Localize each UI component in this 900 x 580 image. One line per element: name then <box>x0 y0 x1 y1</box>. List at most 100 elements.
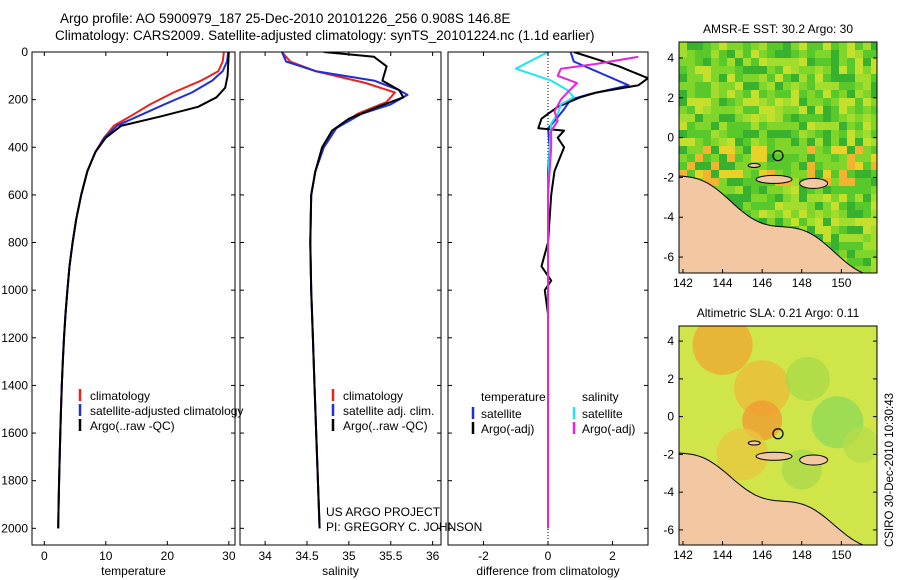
sst-cell <box>815 218 824 227</box>
series-line-satellite-adj-clim- <box>280 52 409 529</box>
sst-cell <box>863 258 872 267</box>
sst-cell <box>703 42 712 51</box>
sst-cell <box>791 122 800 131</box>
sst-cell <box>871 122 877 131</box>
sst-cell <box>735 162 744 171</box>
sst-cell <box>783 82 792 91</box>
x-tick-label: 34 <box>258 549 272 563</box>
sst-cell <box>703 162 712 171</box>
y-tick-label: -2 <box>663 447 674 461</box>
y-tick-label: 4 <box>667 51 674 65</box>
sst-cell <box>711 114 720 123</box>
sst-cell <box>759 146 768 155</box>
sst-cell <box>823 234 832 243</box>
sst-cell <box>871 106 877 115</box>
sst-cell <box>855 202 864 211</box>
sst-cell <box>687 130 696 139</box>
series-line-argo-adj--salinity <box>547 55 639 529</box>
sst-cell <box>759 186 768 195</box>
sst-cell <box>831 122 840 131</box>
sst-cell <box>831 90 840 99</box>
sst-cell <box>839 50 848 59</box>
sst-cell <box>863 74 872 83</box>
sst-cell <box>823 82 832 91</box>
sst-cell <box>863 50 872 59</box>
sst-cell <box>839 82 848 91</box>
sst-cell <box>855 226 864 235</box>
sst-cell <box>807 74 816 83</box>
sst-cell <box>871 58 877 67</box>
sst-cell <box>703 170 712 179</box>
sst-cell <box>743 106 752 115</box>
x-axis-label: salinity <box>322 564 359 578</box>
sst-cell <box>791 114 800 123</box>
sst-cell <box>775 58 784 67</box>
sst-cell <box>759 106 768 115</box>
sst-cell <box>711 122 720 131</box>
series-line-satellite-adjusted-climatology <box>57 52 230 529</box>
sst-cell <box>679 42 688 51</box>
sst-cell <box>863 98 872 107</box>
sst-cell <box>815 50 824 59</box>
legend-label: Argo(..raw -QC) <box>343 419 428 433</box>
sst-cell <box>719 98 728 107</box>
sst-cell <box>735 122 744 131</box>
map-title: AMSR-E SST: 30.2 Argo: 30 <box>703 22 853 36</box>
x-tick-label: 148 <box>792 548 812 562</box>
series-line-satellite-temperature <box>547 52 630 529</box>
sst-cell <box>807 90 816 99</box>
sst-cell <box>863 170 872 179</box>
sst-cell <box>847 106 856 115</box>
y-tick-label: 2000 <box>1 521 28 535</box>
sst-cell <box>839 162 848 171</box>
sst-cell <box>807 58 816 67</box>
sst-cell <box>711 154 720 163</box>
sst-cell <box>791 202 800 211</box>
sst-cell <box>871 146 877 155</box>
sst-cell <box>807 50 816 59</box>
sst-cell <box>759 202 768 211</box>
sst-cell <box>719 42 728 51</box>
sst-cell <box>847 154 856 163</box>
sst-cell <box>847 250 856 259</box>
sst-cell <box>831 82 840 91</box>
sst-cell <box>807 66 816 75</box>
sst-cell <box>695 170 704 179</box>
sst-cell <box>735 194 744 203</box>
sst-cell <box>815 194 824 203</box>
sst-cell <box>751 138 760 147</box>
map-field <box>679 42 877 273</box>
sst-cell <box>719 58 728 67</box>
sst-cell <box>719 130 728 139</box>
sst-cell <box>863 58 872 67</box>
sst-cell <box>831 66 840 75</box>
sst-cell <box>703 114 712 123</box>
sst-cell <box>703 82 712 91</box>
sst-cell <box>799 74 808 83</box>
sst-cell <box>727 106 736 115</box>
sst-cell <box>783 50 792 59</box>
sst-cell <box>839 66 848 75</box>
sst-cell <box>783 170 792 179</box>
sst-cell <box>703 66 712 75</box>
sst-cell <box>775 90 784 99</box>
sst-cell <box>735 130 744 139</box>
sst-cell <box>695 66 704 75</box>
sst-cell <box>743 130 752 139</box>
sst-cell <box>679 130 688 139</box>
sst-cell <box>839 202 848 211</box>
sst-cell <box>831 178 840 187</box>
sst-cell <box>847 226 856 235</box>
sst-cell <box>815 106 824 115</box>
sst-cell <box>871 210 877 219</box>
sst-cell <box>863 218 872 227</box>
sst-cell <box>783 90 792 99</box>
sla-anomaly-blob <box>785 356 830 401</box>
sst-cell <box>727 162 736 171</box>
sst-cell <box>831 170 840 179</box>
sst-cell <box>871 162 877 171</box>
sst-cell <box>735 82 744 91</box>
x-tick-label: 0 <box>545 549 552 563</box>
sst-cell <box>743 90 752 99</box>
